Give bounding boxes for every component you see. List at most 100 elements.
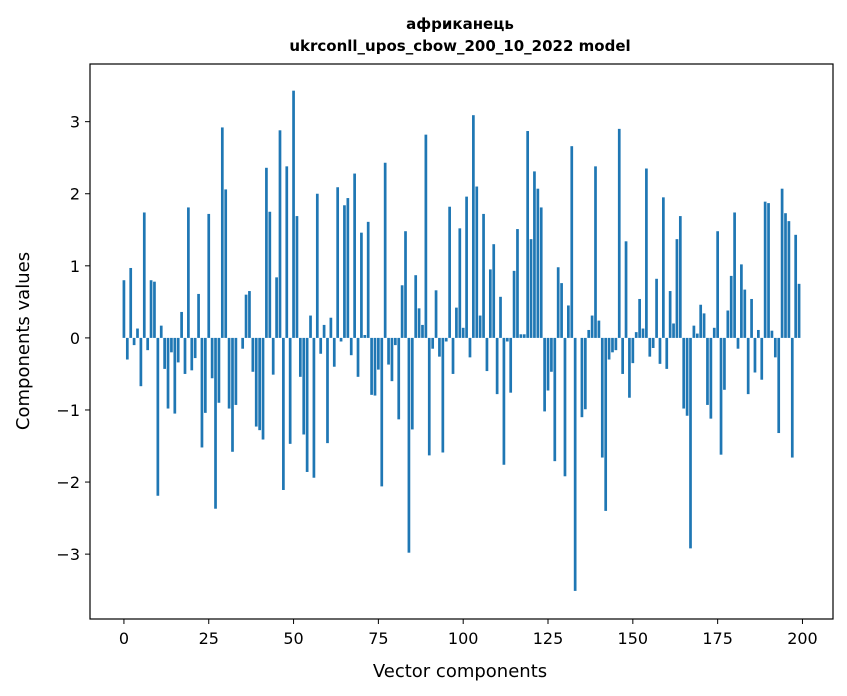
bar xyxy=(356,337,360,377)
y-tick-label: −2 xyxy=(56,473,80,492)
bar xyxy=(231,337,234,452)
bar xyxy=(617,128,621,338)
bar xyxy=(261,337,265,440)
bar xyxy=(746,337,750,395)
bar xyxy=(570,146,574,338)
bar xyxy=(587,329,591,338)
bar xyxy=(241,337,245,349)
bar xyxy=(343,205,346,338)
bar xyxy=(438,337,441,357)
bar xyxy=(478,315,482,338)
bar xyxy=(207,213,211,338)
bar xyxy=(370,337,373,395)
bar xyxy=(339,337,343,342)
y-axis-ticks: −3 −2 −1 0 1 2 3 xyxy=(56,113,90,564)
bar xyxy=(176,337,180,363)
bar xyxy=(163,337,166,369)
bar xyxy=(692,325,696,338)
bar xyxy=(607,337,611,360)
bar xyxy=(611,337,614,353)
bar xyxy=(712,327,716,338)
bar xyxy=(244,294,248,338)
bar xyxy=(275,277,278,338)
bar xyxy=(546,337,550,391)
chart-title: африканець xyxy=(406,15,514,33)
bar xyxy=(740,264,743,338)
bar xyxy=(190,337,194,371)
bar xyxy=(512,270,516,338)
bar xyxy=(424,134,428,338)
bar xyxy=(529,239,533,338)
bar xyxy=(302,337,306,435)
bar xyxy=(417,308,421,338)
bar xyxy=(254,337,258,427)
bar xyxy=(183,337,187,374)
bar xyxy=(672,323,675,338)
y-tick-label: 2 xyxy=(70,185,80,204)
bar xyxy=(597,320,601,338)
bar xyxy=(583,337,587,410)
x-tick-label: 175 xyxy=(702,629,733,648)
bar xyxy=(187,207,190,338)
bar xyxy=(373,337,377,396)
bar xyxy=(475,186,479,338)
bar xyxy=(217,337,221,403)
bar xyxy=(780,188,784,338)
bar xyxy=(573,337,577,591)
bar xyxy=(421,324,424,338)
bar xyxy=(431,337,435,349)
bar xyxy=(543,337,546,412)
bar xyxy=(326,337,329,444)
bar xyxy=(156,337,160,496)
bar xyxy=(621,337,625,374)
bar xyxy=(770,330,774,338)
bar xyxy=(723,337,726,390)
bar xyxy=(645,168,648,338)
bar xyxy=(706,337,709,405)
bar xyxy=(665,337,669,369)
bar xyxy=(193,337,197,359)
x-tick-label: 50 xyxy=(283,629,303,648)
bar xyxy=(499,296,502,338)
bar xyxy=(363,335,367,338)
bar xyxy=(492,244,496,338)
bar xyxy=(634,332,638,338)
bar xyxy=(794,234,798,338)
chart-subtitle: ukrconll_upos_cbow_200_10_2022 model xyxy=(289,37,630,55)
bar xyxy=(658,337,662,364)
bar xyxy=(448,206,451,338)
bar xyxy=(173,337,177,414)
bar xyxy=(750,298,753,338)
bars-group xyxy=(122,90,801,591)
bar xyxy=(709,337,713,419)
bar xyxy=(234,337,238,405)
bar xyxy=(427,337,431,456)
bar xyxy=(777,337,781,434)
bar xyxy=(716,231,719,338)
bar xyxy=(122,280,126,338)
bar xyxy=(210,337,214,379)
bar xyxy=(292,90,295,338)
bar xyxy=(550,337,553,372)
bar xyxy=(502,337,506,465)
bar xyxy=(505,337,509,342)
bar xyxy=(790,337,794,458)
bar xyxy=(136,328,139,338)
bar xyxy=(516,229,519,338)
bar xyxy=(631,337,635,364)
bar xyxy=(655,278,658,338)
x-tick-label: 150 xyxy=(618,629,649,648)
bar xyxy=(689,337,692,549)
bar xyxy=(563,337,567,477)
bar xyxy=(726,310,730,338)
bar xyxy=(641,328,645,338)
bar xyxy=(258,337,261,431)
bar xyxy=(458,228,462,338)
bar xyxy=(760,337,764,380)
bar xyxy=(536,188,540,338)
bar xyxy=(288,337,292,444)
bar xyxy=(560,283,563,338)
bar xyxy=(200,337,204,448)
bar xyxy=(129,267,133,338)
